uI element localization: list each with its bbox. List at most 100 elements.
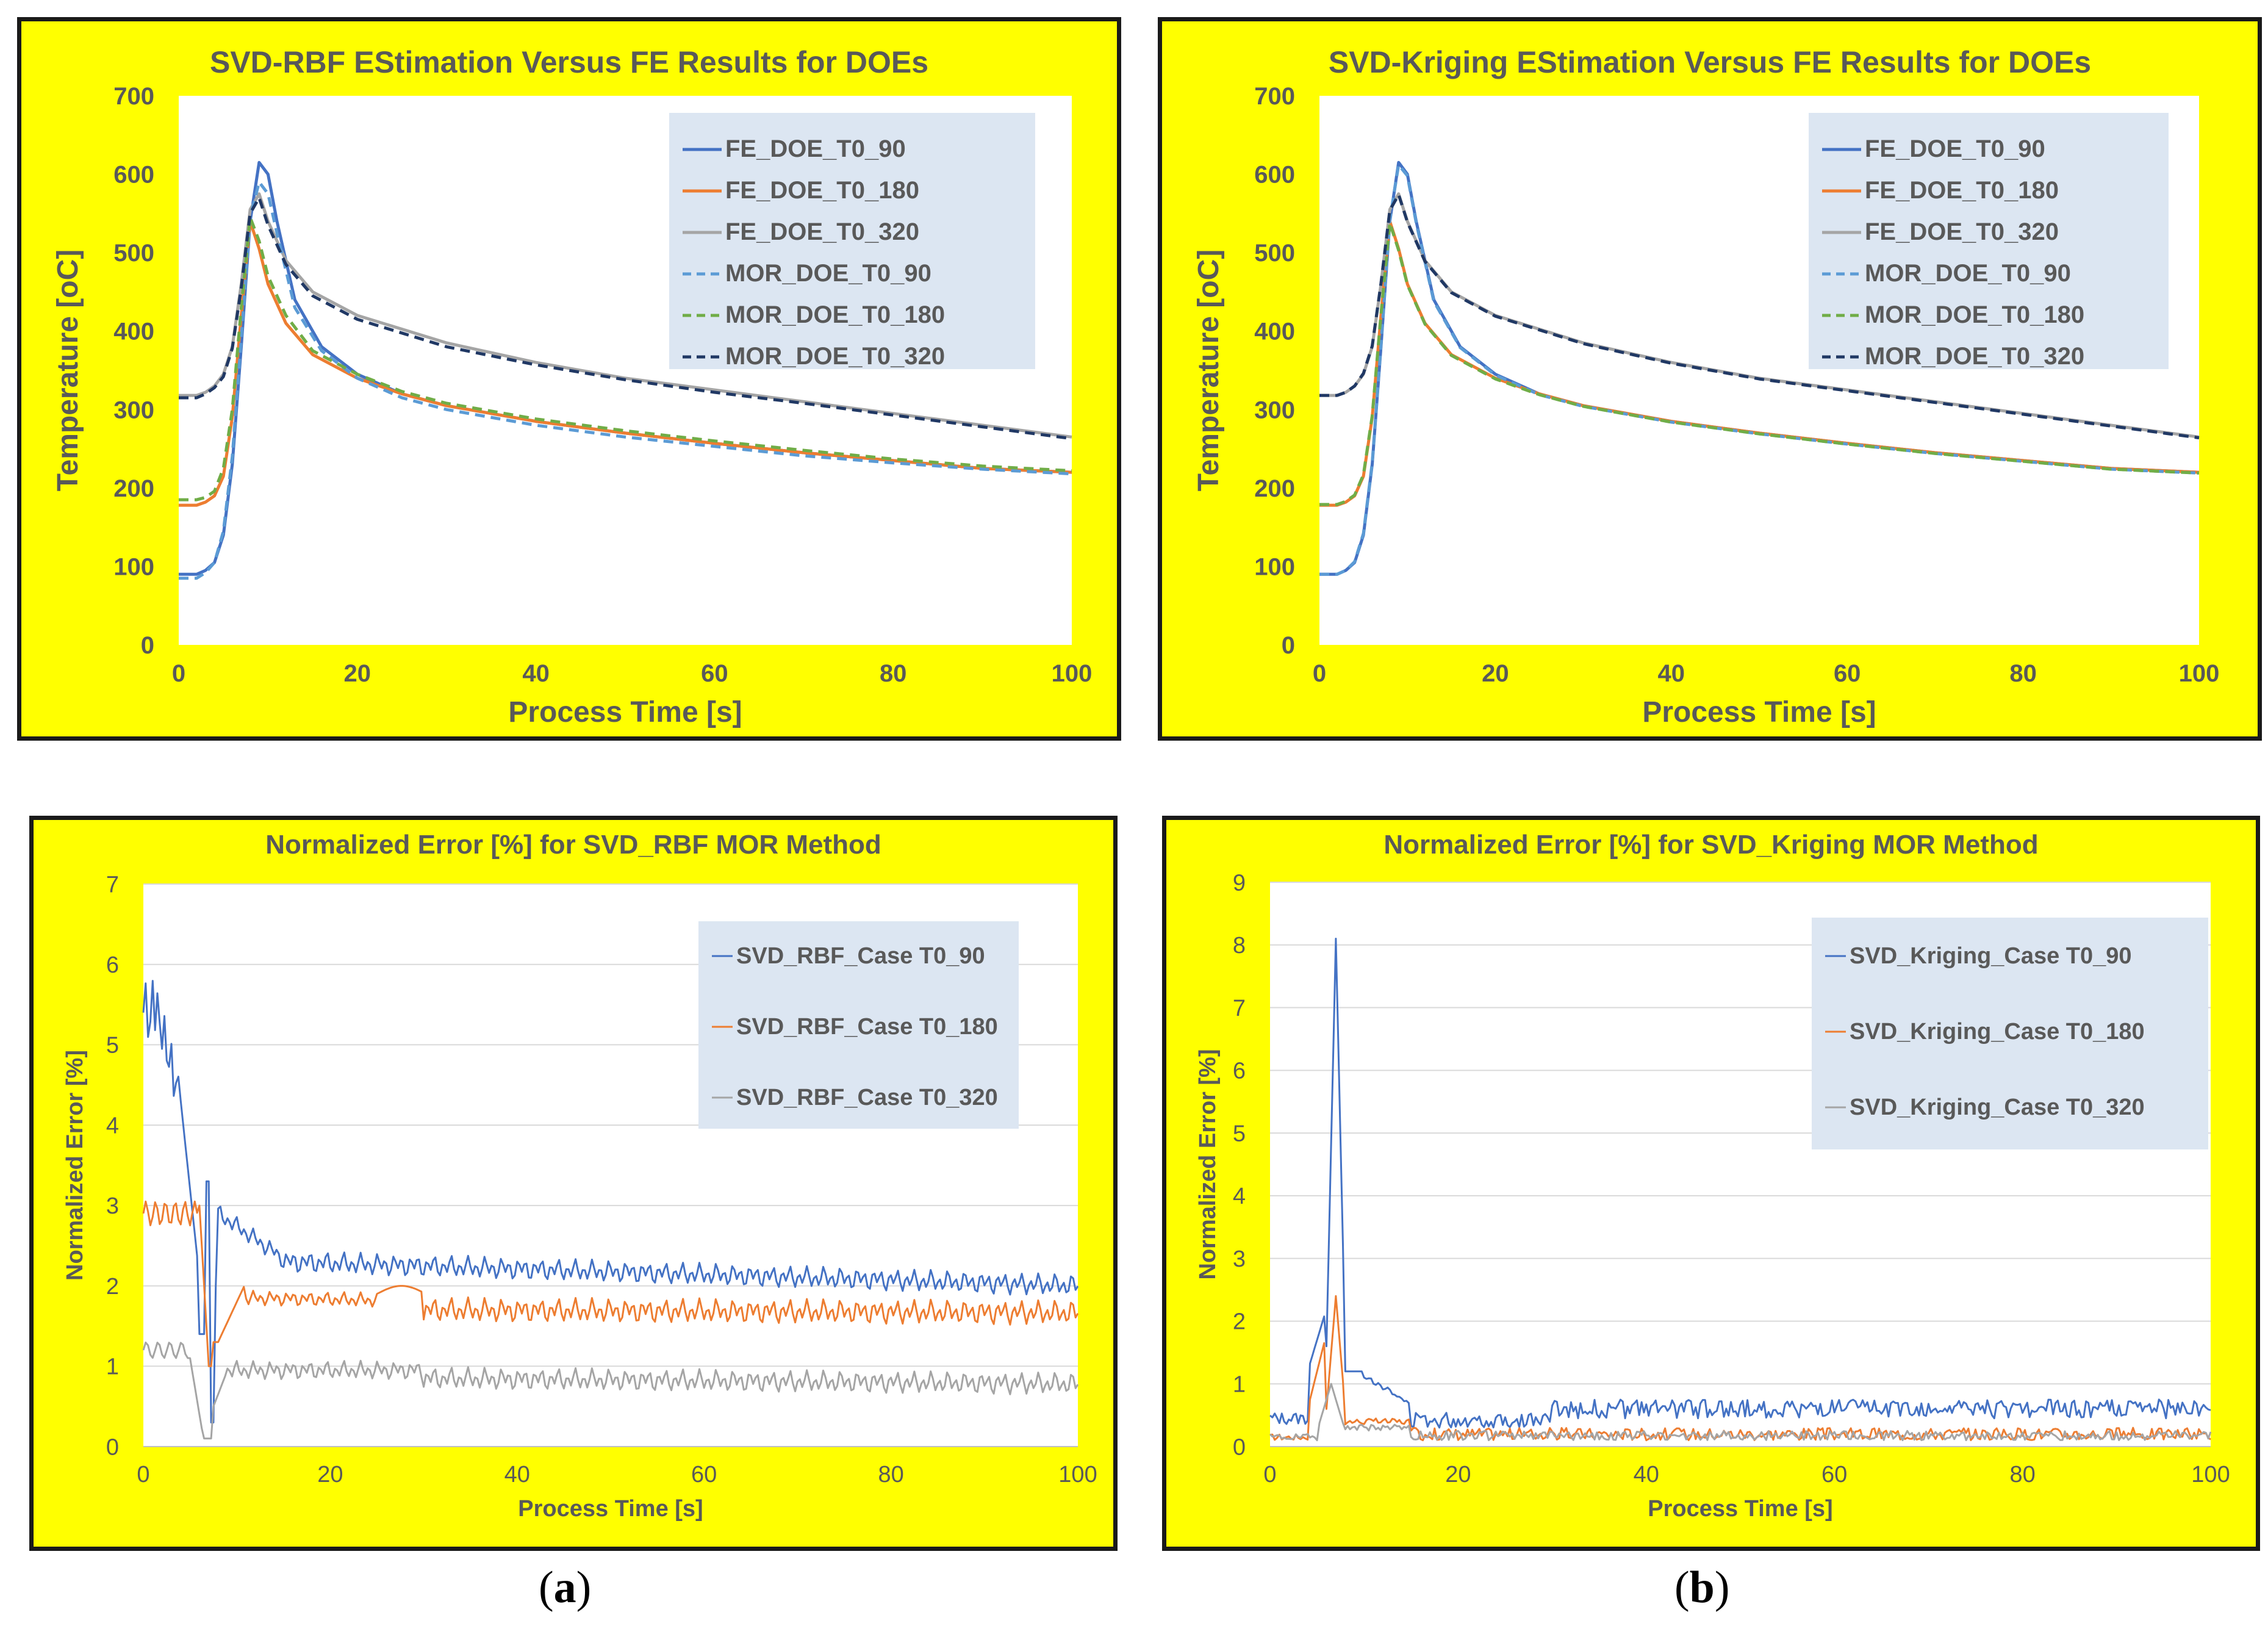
x-tick-label: 0 (1313, 660, 1326, 687)
y-tick-label: 3 (1233, 1246, 1246, 1272)
legend-label-mor-doe-t0-90: MOR_DOE_T0_90 (725, 260, 931, 287)
y-tick-label: 4 (1233, 1184, 1246, 1209)
y-tick-label: 5 (1233, 1121, 1246, 1146)
legend-box (669, 113, 1035, 369)
x-axis-title: Process Time [s] (518, 1496, 703, 1522)
y-tick-label: 400 (113, 318, 154, 345)
x-tick-label: 100 (1052, 660, 1093, 687)
legend-box (1812, 918, 2208, 1149)
legend-label-svd-kriging-case-t0-90: SVD_Kriging_Case T0_90 (1850, 943, 2132, 969)
series-line-svd-kriging-case-t0-180 (1269, 1295, 2211, 1442)
legend-label-fe-doe-t0-90: FE_DOE_T0_90 (1865, 135, 2045, 162)
legend-label-fe-doe-t0-320: FE_DOE_T0_320 (1865, 218, 2059, 245)
y-tick-label: 300 (113, 397, 154, 423)
legend-label-mor-doe-t0-180: MOR_DOE_T0_180 (1865, 301, 2084, 328)
y-tick-label: 100 (1254, 553, 1295, 580)
y-tick-label: 9 (1233, 870, 1246, 896)
series-line-mor-doe-t0-320 (1319, 193, 2200, 440)
legend-label-fe-doe-t0-90: FE_DOE_T0_90 (725, 135, 906, 162)
chart-svd-kriging-temperature: SVD-Kriging EStimation Versus FE Results… (1193, 45, 2219, 728)
series-line-svd-rbf-case-t0-90 (142, 980, 1079, 1423)
caption-b: (b) (1674, 1562, 1730, 1613)
y-tick-label: 0 (1282, 632, 1295, 659)
legend-label-svd-rbf-case-t0-180: SVD_RBF_Case T0_180 (736, 1014, 998, 1040)
y-tick-label: 600 (1254, 162, 1295, 189)
x-tick-label: 80 (2009, 1462, 2035, 1487)
panel-svd-kriging-error: Normalized Error [%] for SVD_Kriging MOR… (1162, 816, 2260, 1551)
caption-b-label: b (1689, 1562, 1715, 1613)
series-line-mor-doe-t0-180 (1319, 221, 2200, 506)
legend-label-svd-rbf-case-t0-90: SVD_RBF_Case T0_90 (736, 943, 985, 969)
legend-box (1809, 113, 2169, 369)
legend-label-mor-doe-t0-320: MOR_DOE_T0_320 (725, 343, 945, 370)
y-tick-label: 100 (113, 553, 154, 580)
panel-svd-rbf-temperature: SVD-RBF EStimation Versus FE Results for… (17, 17, 1121, 741)
chart-svd-rbf-error: Normalized Error [%] for SVD_RBF MOR Met… (62, 830, 1097, 1522)
x-tick-label: 60 (1821, 1462, 1847, 1487)
legend-label-fe-doe-t0-320: FE_DOE_T0_320 (725, 218, 919, 245)
series-line-svd-kriging-case-t0-90 (1269, 938, 2211, 1429)
legend-label-mor-doe-t0-180: MOR_DOE_T0_180 (725, 301, 945, 328)
y-tick-label: 6 (106, 952, 119, 978)
panel-svd-rbf-error: Normalized Error [%] for SVD_RBF MOR Met… (29, 816, 1118, 1551)
x-tick-label: 0 (172, 660, 185, 687)
caption-a-label: a (553, 1562, 576, 1613)
y-tick-label: 7 (106, 872, 119, 897)
x-tick-label: 0 (1263, 1462, 1276, 1487)
chart-title: SVD-RBF EStimation Versus FE Results for… (210, 45, 928, 79)
panel-svd-kriging-temperature: SVD-Kriging EStimation Versus FE Results… (1158, 17, 2262, 741)
x-tick-label: 100 (1058, 1462, 1097, 1487)
chart-svd-kriging-error: Normalized Error [%] for SVD_Kriging MOR… (1195, 830, 2230, 1522)
legend-label-mor-doe-t0-90: MOR_DOE_T0_90 (1865, 260, 2071, 287)
y-tick-label: 5 (106, 1033, 119, 1059)
x-tick-label: 20 (1445, 1462, 1471, 1487)
y-tick-label: 2 (1233, 1309, 1246, 1335)
series-line-fe-doe-t0-320 (179, 192, 1072, 439)
y-tick-label: 500 (1254, 240, 1295, 267)
y-tick-label: 1 (1233, 1372, 1246, 1398)
x-tick-label: 20 (344, 660, 371, 687)
x-axis-title: Process Time [s] (1642, 696, 1876, 728)
y-axis-title: Temperature [oC] (52, 250, 84, 492)
x-tick-label: 40 (504, 1462, 530, 1487)
x-axis-title: Process Time [s] (1648, 1496, 1832, 1522)
series-line-mor-doe-t0-320 (179, 196, 1072, 441)
y-tick-label: 500 (113, 240, 154, 267)
x-tick-label: 40 (1634, 1462, 1659, 1487)
legend-label-svd-rbf-case-t0-320: SVD_RBF_Case T0_320 (736, 1085, 998, 1110)
legend-label-fe-doe-t0-180: FE_DOE_T0_180 (1865, 177, 2059, 204)
series-line-svd-rbf-case-t0-320 (142, 1341, 1079, 1440)
x-tick-label: 60 (691, 1462, 717, 1487)
x-tick-label: 60 (701, 660, 728, 687)
x-tick-label: 40 (522, 660, 550, 687)
x-tick-label: 80 (878, 1462, 903, 1487)
x-tick-label: 60 (1834, 660, 1861, 687)
x-tick-label: 100 (2191, 1462, 2230, 1487)
y-tick-label: 200 (1254, 475, 1295, 502)
y-tick-label: 4 (106, 1113, 119, 1138)
y-axis-title: Normalized Error [%] (1195, 1049, 1221, 1280)
y-axis-title: Normalized Error [%] (62, 1050, 88, 1281)
y-tick-label: 400 (1254, 318, 1295, 345)
y-tick-label: 700 (1254, 83, 1295, 110)
y-tick-label: 7 (1233, 996, 1246, 1021)
series-line-fe-doe-t0-180 (179, 220, 1072, 507)
legend-label-fe-doe-t0-180: FE_DOE_T0_180 (725, 177, 919, 204)
x-tick-label: 20 (317, 1462, 343, 1487)
series-line-mor-doe-t0-90 (1319, 163, 2200, 576)
legend-label-mor-doe-t0-320: MOR_DOE_T0_320 (1865, 343, 2084, 370)
legend-label-svd-kriging-case-t0-320: SVD_Kriging_Case T0_320 (1850, 1095, 2145, 1120)
x-tick-label: 80 (880, 660, 907, 687)
y-tick-label: 0 (141, 632, 154, 659)
legend-box (698, 921, 1019, 1129)
y-tick-label: 600 (113, 162, 154, 189)
series-line-mor-doe-t0-90 (179, 180, 1072, 580)
y-tick-label: 8 (1233, 933, 1246, 958)
y-tick-label: 1 (106, 1354, 119, 1380)
x-axis-title: Process Time [s] (508, 696, 742, 728)
x-tick-label: 0 (137, 1462, 149, 1487)
caption-a: (a) (539, 1562, 592, 1613)
chart-title: Normalized Error [%] for SVD_RBF MOR Met… (265, 830, 881, 860)
y-tick-label: 700 (113, 83, 154, 110)
x-tick-label: 40 (1658, 660, 1685, 687)
